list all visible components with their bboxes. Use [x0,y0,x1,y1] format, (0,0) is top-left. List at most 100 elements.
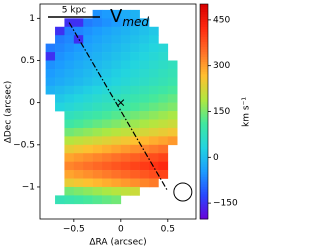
cell [149,43,159,53]
colorbar-step [200,96,208,100]
cell [158,68,169,78]
colorbar-step [200,156,208,160]
cell [139,52,150,61]
cell [92,178,103,188]
cell [64,178,75,188]
colorbar-label: km s⁻¹ [242,97,252,127]
cell [83,170,93,179]
cell [167,127,178,137]
cell [92,18,103,28]
cell [111,18,122,28]
cell [139,161,150,171]
cell [83,136,93,146]
cell [120,170,131,179]
cell [102,144,112,154]
cell [73,170,84,179]
colorbar-step [200,151,208,155]
colorbar-step [200,199,208,202]
colorbar-step [200,26,208,30]
cell [158,111,169,120]
cell [139,119,150,129]
cell [64,170,75,179]
cell [83,85,93,95]
cell [92,60,103,70]
cell [55,94,65,103]
cell [83,127,93,137]
cell [149,127,159,137]
colorbar-step [200,134,208,137]
cell [139,170,150,179]
colorbar-step [200,206,208,210]
cell [92,170,103,179]
title-subscript: med [122,15,149,29]
colorbar-step [200,114,208,117]
cell [92,186,103,196]
cell [139,43,150,53]
colorbar-step [200,166,208,170]
cell [102,35,112,44]
cell [73,111,84,120]
cell [139,136,150,146]
cell [92,127,103,137]
cell [149,178,159,188]
cell [55,43,65,53]
cell [167,77,178,87]
cell [83,68,93,78]
colorbar-step [200,74,208,77]
colorbar-tick-label: 450 [213,15,230,25]
cell [139,35,150,44]
cell [167,136,178,146]
cell [83,43,93,53]
colorbar-step [200,64,208,67]
cell [120,18,131,28]
cell [149,161,159,171]
chart: 5 kpc Vmed ΔRA (arcsec) ΔDec (arcsec) km… [4,3,252,248]
cell [73,102,84,112]
colorbar-step [200,144,208,147]
cell [130,68,140,78]
cell [92,77,103,87]
cell [139,144,150,154]
cell [158,85,169,95]
colorbar-step [200,216,208,220]
colorbar-tick-label: 0 [213,153,219,163]
cell [102,102,112,112]
cell [92,26,103,36]
cell [92,153,103,162]
y-tick-label: 1 [29,14,35,24]
cell [83,35,93,44]
cell [158,60,169,70]
cell [130,26,140,36]
cell [73,127,84,137]
cell [120,9,131,19]
cell [158,144,169,154]
colorbar-step [200,161,208,165]
cell [139,127,150,137]
cell [92,136,103,146]
colorbar-step [200,29,208,32]
colorbar-step [200,176,208,180]
x-tick-label: 0 [118,225,124,235]
cell [158,94,169,103]
cell [55,60,65,70]
cell [73,119,84,129]
cell [139,68,150,78]
cell [149,85,159,95]
cell [130,153,140,162]
cell [111,60,122,70]
colorbar-step [200,31,208,35]
colorbar-step [200,186,208,190]
cell [130,144,140,154]
cell [120,52,131,61]
cell [64,111,75,120]
cell [64,77,75,87]
cell [102,186,112,196]
cell [167,102,178,112]
cell [111,161,122,171]
colorbar-step [200,56,208,60]
cell [120,111,131,120]
colorbar-step [200,146,208,150]
cell [92,144,103,154]
cell [111,111,122,120]
y-tick-label: 0.5 [21,56,35,66]
